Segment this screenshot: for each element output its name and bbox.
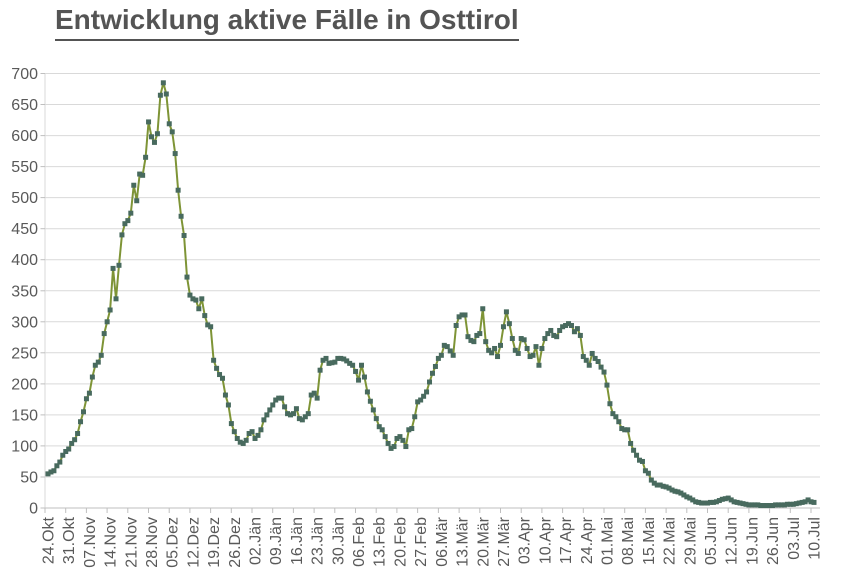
svg-text:03.Jul: 03.Jul [786, 517, 803, 560]
svg-text:28.Nov: 28.Nov [144, 517, 161, 568]
svg-text:17.Apr: 17.Apr [558, 516, 575, 564]
svg-text:350: 350 [11, 283, 38, 300]
svg-text:100: 100 [11, 438, 38, 455]
svg-text:650: 650 [11, 97, 38, 114]
svg-text:600: 600 [11, 128, 38, 145]
svg-text:700: 700 [11, 66, 38, 83]
svg-text:250: 250 [11, 345, 38, 362]
svg-text:300: 300 [11, 314, 38, 331]
svg-text:15.Mai: 15.Mai [641, 517, 658, 565]
svg-text:06.Feb: 06.Feb [351, 517, 368, 567]
axis-tick-marks [40, 73, 812, 513]
svg-text:20.Feb: 20.Feb [392, 517, 409, 567]
svg-text:450: 450 [11, 221, 38, 238]
svg-text:07.Nov: 07.Nov [82, 517, 99, 568]
svg-text:500: 500 [11, 190, 38, 207]
svg-text:02.Jän: 02.Jän [248, 517, 265, 565]
svg-text:24.Apr: 24.Apr [579, 516, 596, 564]
svg-text:200: 200 [11, 376, 38, 393]
y-axis-tick-labels: 0 50 100 150 200 250 300 350 400 450 500 550 600 650 7… [11, 66, 38, 518]
chart-title: Entwicklung aktive Fälle in Osttirol [55, 4, 519, 41]
svg-text:10.Apr: 10.Apr [537, 516, 554, 564]
svg-text:50: 50 [20, 470, 38, 487]
svg-text:26.Jun: 26.Jun [765, 517, 782, 565]
svg-text:400: 400 [11, 252, 38, 269]
series-line [47, 81, 815, 507]
svg-text:03.Apr: 03.Apr [517, 516, 534, 564]
svg-text:13.Feb: 13.Feb [372, 517, 389, 567]
svg-text:23.Jän: 23.Jän [310, 517, 327, 565]
svg-text:12.Jun: 12.Jun [724, 517, 741, 565]
svg-text:16.Jän: 16.Jän [289, 517, 306, 565]
svg-text:06.Mär: 06.Mär [434, 516, 451, 566]
svg-text:21.Nov: 21.Nov [123, 517, 140, 568]
svg-text:05.Jun: 05.Jun [703, 517, 720, 565]
svg-text:09.Jän: 09.Jän [268, 517, 285, 565]
svg-text:01.Mai: 01.Mai [600, 517, 617, 565]
svg-text:26.Dez: 26.Dez [227, 517, 244, 568]
svg-text:24.Okt: 24.Okt [41, 516, 58, 564]
series-markers [45, 80, 817, 509]
svg-text:05.Dez: 05.Dez [165, 517, 182, 568]
svg-text:0: 0 [29, 501, 38, 518]
svg-text:08.Mai: 08.Mai [620, 517, 637, 565]
svg-text:13.Mär: 13.Mär [455, 516, 472, 566]
svg-text:27.Feb: 27.Feb [413, 517, 430, 567]
svg-text:30.Jän: 30.Jän [330, 517, 347, 565]
svg-text:31.Okt: 31.Okt [61, 516, 78, 564]
svg-text:29.Mai: 29.Mai [682, 517, 699, 565]
svg-text:150: 150 [11, 407, 38, 424]
svg-text:14.Nov: 14.Nov [103, 517, 120, 568]
svg-text:550: 550 [11, 159, 38, 176]
svg-text:12.Dez: 12.Dez [185, 517, 202, 568]
svg-text:20.Mär: 20.Mär [475, 516, 492, 566]
svg-text:10.Jul: 10.Jul [807, 517, 824, 560]
gridlines [45, 73, 820, 478]
x-axis-tick-labels: 24.Okt 31.Okt 07.Nov 14.Nov 21.Nov 28.Nov 05.D… [41, 516, 824, 567]
svg-text:19.Dez: 19.Dez [206, 517, 223, 568]
svg-text:27.Mär: 27.Mär [496, 516, 513, 566]
svg-text:22.Mai: 22.Mai [662, 517, 679, 565]
svg-text:19.Jun: 19.Jun [744, 517, 761, 565]
